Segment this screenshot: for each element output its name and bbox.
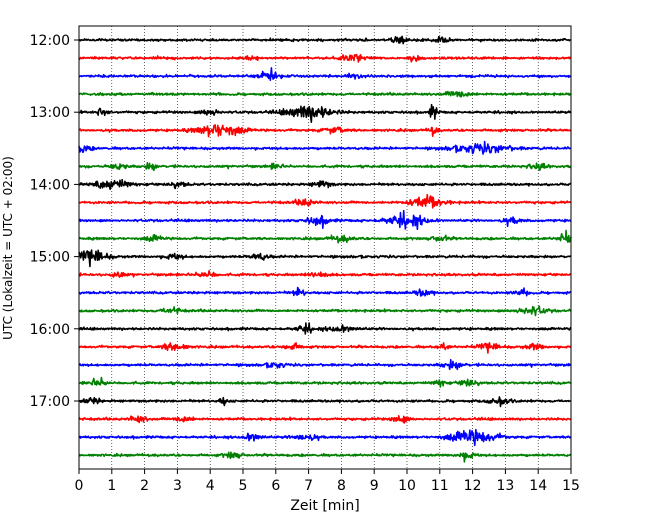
y-tick-label: 15:00 xyxy=(30,250,70,266)
trace-1530 xyxy=(78,286,572,297)
x-tick-label: 3 xyxy=(173,478,182,494)
trace-1630 xyxy=(78,359,572,371)
trace-1715 xyxy=(78,415,572,424)
x-tick-label: 12 xyxy=(464,478,482,494)
y-tick-label: 16:00 xyxy=(30,322,70,338)
trace-1315 xyxy=(78,124,572,138)
trace-1545 xyxy=(78,305,572,317)
trace-1430 xyxy=(78,209,572,231)
x-tick-label: 4 xyxy=(206,478,215,494)
trace-1330 xyxy=(78,140,572,155)
trace-1400 xyxy=(78,178,572,191)
y-axis-label: UTC (Lokalzeit = UTC + 02:00) xyxy=(1,156,15,340)
x-axis-ticks: 0 1 2 3 4 5 6 7 8 9 10 11 12 13 14 15 xyxy=(75,469,580,494)
x-tick-label: 0 xyxy=(75,478,84,494)
y-tick-label: 12:00 xyxy=(30,33,70,49)
trace-1700 xyxy=(78,396,572,408)
trace-1445 xyxy=(78,229,572,244)
trace-1415 xyxy=(78,193,572,209)
y-tick-label: 14:00 xyxy=(30,177,70,193)
x-axis-label: Zeit [min] xyxy=(290,498,359,514)
trace-1500 xyxy=(78,249,572,268)
trace-1300 xyxy=(78,103,572,123)
x-tick-label: 5 xyxy=(239,478,248,494)
x-tick-label: 10 xyxy=(398,478,416,494)
plot-frame xyxy=(78,25,572,470)
trace-1615 xyxy=(78,342,572,354)
y-tick-label: 17:00 xyxy=(30,394,70,410)
x-tick-label: 8 xyxy=(337,478,346,494)
x-tick-label: 6 xyxy=(271,478,280,494)
x-tick-label: 11 xyxy=(431,478,449,494)
x-tick-label: 13 xyxy=(496,478,514,494)
x-tick-label: 2 xyxy=(140,478,149,494)
trace-1515 xyxy=(78,270,572,278)
trace-1200 xyxy=(78,35,572,45)
x-tick-label: 7 xyxy=(304,478,313,494)
x-tick-label: 14 xyxy=(529,478,547,494)
trace-1730 xyxy=(78,428,572,447)
trace-1230 xyxy=(78,67,572,81)
y-axis-ticks: 12:00 13:00 14:00 15:00 16:00 17:00 xyxy=(30,33,79,410)
trace-group xyxy=(78,35,572,463)
trace-1215 xyxy=(78,53,572,63)
trace-1645 xyxy=(78,376,572,388)
trace-1245 xyxy=(78,90,572,98)
trace-1600 xyxy=(78,322,572,335)
trace-1745 xyxy=(78,451,572,463)
y-tick-label: 13:00 xyxy=(30,105,70,121)
x-tick-label: 1 xyxy=(107,478,116,494)
x-tick-label: 15 xyxy=(562,478,580,494)
grid-lines xyxy=(111,26,539,469)
x-tick-label: 9 xyxy=(370,478,379,494)
trace-1345 xyxy=(78,162,572,172)
